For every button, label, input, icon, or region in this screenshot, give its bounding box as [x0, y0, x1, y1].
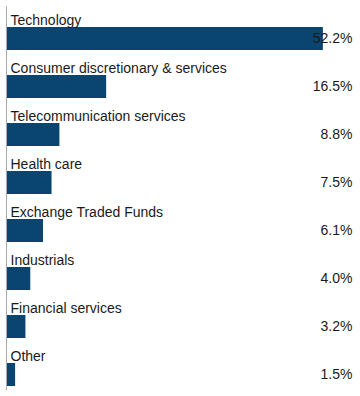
svg-text:Exchange Traded Funds: Exchange Traded Funds	[11, 204, 164, 220]
svg-text:6.1%: 6.1%	[321, 222, 353, 238]
svg-text:Other: Other	[11, 348, 46, 364]
svg-text:7.5%: 7.5%	[321, 174, 353, 190]
svg-text:Telecommunication services: Telecommunication services	[11, 108, 186, 124]
svg-text:Financial services: Financial services	[11, 300, 122, 316]
svg-text:1.5%: 1.5%	[321, 366, 353, 382]
svg-text:Industrials: Industrials	[11, 252, 75, 268]
svg-text:8.8%: 8.8%	[321, 126, 353, 142]
svg-text:Technology: Technology	[11, 12, 82, 28]
svg-text:3.2%: 3.2%	[321, 318, 353, 334]
svg-text:52.2%: 52.2%	[313, 30, 353, 46]
svg-text:16.5%: 16.5%	[313, 78, 353, 94]
svg-text:Health care: Health care	[11, 156, 83, 172]
svg-text:Consumer discretionary & servi: Consumer discretionary & services	[11, 60, 227, 76]
svg-text:4.0%: 4.0%	[321, 270, 353, 286]
